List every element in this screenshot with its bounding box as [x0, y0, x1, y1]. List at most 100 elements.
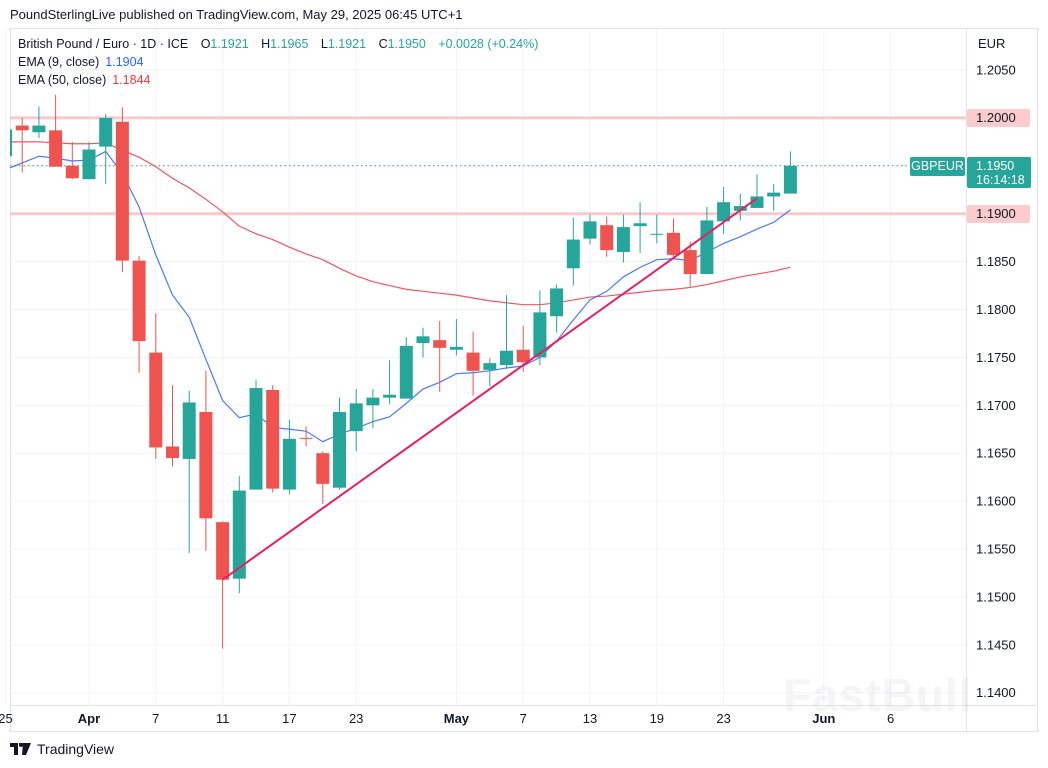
candle[interactable]: [600, 216, 614, 257]
x-tick-label: 7: [520, 711, 527, 726]
y-tick-label: 1.1650: [976, 446, 1016, 461]
candle[interactable]: [583, 214, 597, 245]
y-tick-label: 1.1850: [976, 254, 1016, 269]
candle-body: [566, 239, 580, 269]
candle-body: [633, 223, 647, 227]
close-value: 1.1950: [387, 37, 426, 51]
candle[interactable]: [99, 114, 113, 185]
candle-body: [416, 336, 430, 344]
candle[interactable]: [767, 184, 781, 211]
candle-body: [583, 221, 597, 239]
y-tick-label: 1.1550: [976, 542, 1016, 557]
candle[interactable]: [249, 380, 263, 490]
candle[interactable]: [32, 106, 46, 139]
candle-body: [783, 165, 797, 194]
candle-body: [49, 130, 63, 167]
ema50-line[interactable]: [6, 141, 791, 306]
candle[interactable]: [132, 255, 146, 373]
low-value: 1.1921: [327, 37, 367, 51]
candle-body: [366, 397, 380, 406]
candle[interactable]: [500, 295, 513, 369]
candle-body: [750, 196, 764, 208]
chart-frame: [10, 28, 1038, 732]
candle[interactable]: [449, 319, 463, 356]
x-tick-label: 19: [650, 711, 664, 726]
candle[interactable]: [0, 125, 12, 159]
candle[interactable]: [349, 389, 363, 452]
trendline[interactable]: [222, 197, 758, 581]
candle[interactable]: [750, 174, 764, 208]
candle[interactable]: [82, 141, 96, 180]
symbol-title[interactable]: British Pound / Euro · 1D · ICE: [18, 37, 189, 51]
candle[interactable]: [783, 151, 797, 194]
candle[interactable]: [433, 320, 447, 392]
bar-countdown: 16:14:18: [976, 173, 1025, 187]
symbol-tag: GBPEUR: [910, 157, 965, 176]
candle[interactable]: [616, 214, 630, 263]
candle[interactable]: [550, 284, 564, 333]
candle[interactable]: [166, 385, 179, 467]
candle[interactable]: [633, 202, 647, 253]
candle[interactable]: [733, 193, 747, 221]
last-price-tag: 1.1950 16:14:18: [967, 157, 1031, 188]
tradingview-brand: TradingView: [37, 741, 115, 757]
candle[interactable]: [115, 107, 129, 273]
candle[interactable]: [483, 358, 497, 387]
candle[interactable]: [216, 521, 230, 649]
candle[interactable]: [182, 390, 196, 553]
x-tick-label: Apr: [78, 711, 100, 726]
candle-body: [733, 206, 747, 211]
candle-body: [383, 394, 397, 398]
candle[interactable]: [566, 217, 580, 286]
plot-area: [0, 94, 966, 649]
candle[interactable]: [299, 426, 313, 447]
candle[interactable]: [15, 117, 29, 173]
ema9-line[interactable]: [6, 150, 791, 443]
candle[interactable]: [232, 476, 246, 594]
x-tick-label: 6: [887, 711, 894, 726]
candle-body: [349, 403, 363, 432]
candle-body: [149, 352, 163, 448]
currency-label[interactable]: EUR: [978, 36, 1006, 51]
candle-body: [650, 233, 664, 235]
y-tick-label: 1.1400: [976, 685, 1016, 700]
ema50-label[interactable]: EMA (50, close): [18, 73, 107, 87]
ema9-label[interactable]: EMA (9, close): [18, 55, 100, 69]
candle-body: [700, 220, 714, 275]
candle[interactable]: [316, 451, 330, 504]
x-tick-label: 13: [583, 711, 597, 726]
candle[interactable]: [667, 218, 680, 257]
candle[interactable]: [399, 337, 413, 399]
candle-body: [316, 453, 330, 484]
candle[interactable]: [683, 241, 697, 287]
x-tick-label: 17: [282, 711, 296, 726]
candle-body: [32, 125, 46, 133]
candle[interactable]: [466, 331, 480, 396]
candle-body: [65, 165, 79, 179]
candle-body: [249, 388, 263, 490]
level-tag-low: 1.1900: [967, 205, 1030, 223]
tradingview-logo[interactable]: TradingView: [10, 741, 114, 757]
candle[interactable]: [149, 313, 163, 459]
high-label: H: [261, 37, 271, 51]
time-axis: 25 Apr 7 11 17 23 May 7 13 19 23 Jun 6: [0, 711, 894, 726]
candle[interactable]: [199, 370, 213, 551]
candle[interactable]: [333, 397, 346, 490]
x-tick-label: 11: [216, 711, 230, 726]
price-axis: 1.2050 1.1850 1.1800 1.1750 1.1700 1.1650 1.16…: [976, 63, 1016, 701]
candle[interactable]: [700, 206, 714, 275]
candle[interactable]: [383, 360, 397, 405]
candle-body: [683, 250, 697, 275]
candle[interactable]: [282, 419, 296, 495]
candle[interactable]: [650, 214, 664, 244]
candle[interactable]: [366, 389, 380, 429]
y-tick-label: 1.1700: [976, 398, 1016, 413]
candle[interactable]: [49, 94, 63, 167]
candle[interactable]: [717, 186, 731, 234]
candle[interactable]: [416, 327, 430, 358]
candle[interactable]: [65, 141, 79, 180]
y-tick-label: 1.2050: [976, 63, 1016, 78]
candle[interactable]: [266, 385, 280, 493]
y-tick-label: 1.1750: [976, 350, 1016, 365]
